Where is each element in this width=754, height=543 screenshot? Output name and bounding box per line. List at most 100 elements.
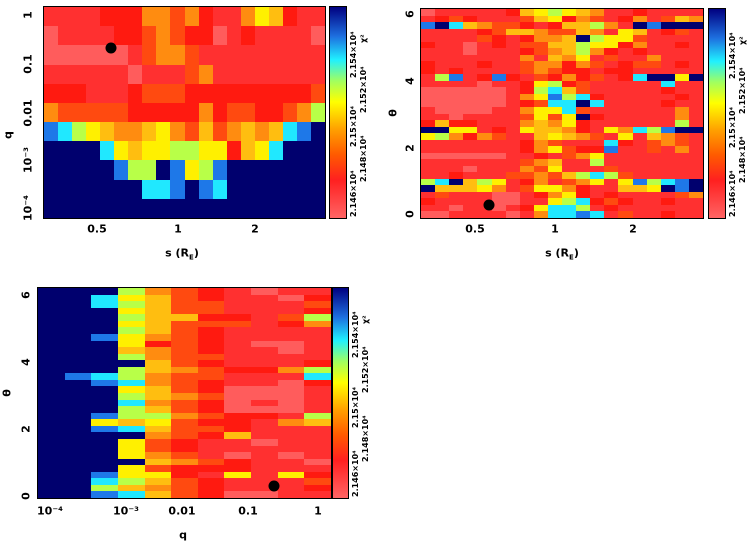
heatmap-cell xyxy=(435,48,450,55)
heatmap-cell xyxy=(491,139,506,147)
heatmap-cell xyxy=(533,93,548,101)
heatmap-cell xyxy=(547,80,562,88)
colorbar-tick-label: 2.154×10⁴ xyxy=(349,31,358,78)
heatmap-cell xyxy=(226,122,241,142)
heatmap-cell xyxy=(117,471,145,479)
heatmap-cell xyxy=(632,48,647,55)
heatmap-cell xyxy=(604,178,619,186)
heatmap-cell xyxy=(277,373,305,380)
heatmap-cell xyxy=(268,102,283,123)
heatmap-cell xyxy=(491,198,506,205)
heatmap-cell xyxy=(618,126,633,134)
heatmap-cell xyxy=(86,179,101,199)
heatmap-cell xyxy=(184,7,199,27)
heatmap-cell xyxy=(170,198,185,218)
heatmap-cell xyxy=(251,307,278,315)
heatmap-cell xyxy=(449,133,464,140)
heatmap-cell xyxy=(170,141,185,161)
heatmap-cell xyxy=(449,35,464,42)
heatmap-cell xyxy=(212,64,227,84)
heatmap-cell xyxy=(184,198,199,218)
heatmap-cell xyxy=(660,54,675,62)
heatmap-cell xyxy=(171,360,198,367)
heatmap-cell xyxy=(212,45,227,65)
heatmap-cell xyxy=(144,333,172,341)
heatmap-cell xyxy=(38,406,65,413)
heatmap-cell xyxy=(576,87,591,94)
heatmap-cell xyxy=(491,126,506,134)
heatmap-cell xyxy=(576,67,591,75)
heatmap-cell xyxy=(304,320,331,328)
heatmap-cell xyxy=(296,45,311,65)
heatmap-cell xyxy=(618,120,633,127)
heatmap-cell xyxy=(618,48,633,55)
heatmap-cell xyxy=(533,67,548,75)
heatmap-cell xyxy=(156,198,171,218)
heatmap-cell xyxy=(604,15,619,23)
heatmap-cell xyxy=(449,204,464,212)
heatmap-cell xyxy=(251,412,278,420)
heatmap-cell xyxy=(144,379,172,387)
heatmap-cell xyxy=(505,146,520,153)
heatmap-cell xyxy=(477,106,492,114)
heatmap-cell xyxy=(660,106,675,114)
heatmap-cell xyxy=(463,152,478,160)
heatmap-cell xyxy=(463,22,478,29)
heatmap-cell xyxy=(491,133,506,140)
heatmap-cell xyxy=(688,74,703,81)
heatmap-cell xyxy=(449,22,464,29)
heatmap-cell xyxy=(463,74,478,81)
heatmap-cell xyxy=(519,139,534,147)
heatmap-cell xyxy=(251,353,278,361)
heatmap-cell xyxy=(604,113,619,121)
colorbar-tick-label: 2.152×10⁴ xyxy=(359,65,368,113)
heatmap-cell xyxy=(114,26,129,46)
colorbar xyxy=(329,6,347,219)
heatmap-cell xyxy=(477,22,492,29)
heatmap-cell xyxy=(477,54,492,62)
heatmap-cell xyxy=(435,165,450,173)
heatmap-cell xyxy=(277,353,305,361)
heatmap-cell xyxy=(86,198,101,218)
heatmap-cell xyxy=(38,333,65,341)
heatmap-cell xyxy=(688,204,703,212)
heatmap-cell xyxy=(38,445,65,453)
heatmap-cell xyxy=(226,179,241,199)
heatmap-cell xyxy=(277,320,305,328)
heatmap-cell xyxy=(304,491,331,498)
heatmap-cell xyxy=(463,28,478,36)
heatmap-cell xyxy=(618,191,633,199)
heatmap-cell xyxy=(449,87,464,94)
heatmap-cell xyxy=(197,399,225,407)
heatmap-cell xyxy=(463,165,478,173)
heatmap-cell xyxy=(533,74,548,81)
heatmap-cell xyxy=(688,35,703,42)
heatmap-cell xyxy=(576,126,591,134)
heatmap-cell xyxy=(171,353,198,361)
heatmap-cell xyxy=(632,22,647,29)
heatmap-cell xyxy=(282,179,297,199)
x-tick-label: 0.1 xyxy=(238,504,258,518)
heatmap-cell xyxy=(128,102,143,123)
heatmap-cell xyxy=(646,191,661,199)
heatmap-cell xyxy=(618,172,633,179)
heatmap-cell xyxy=(251,373,278,380)
heatmap-cell xyxy=(100,160,115,180)
heatmap-cell xyxy=(44,102,59,123)
heatmap-cell xyxy=(226,45,241,65)
heatmap-cell xyxy=(44,198,59,218)
heatmap-cell xyxy=(576,22,591,29)
heatmap-cell xyxy=(91,288,118,295)
heatmap-cell xyxy=(660,28,675,36)
heatmap-cell xyxy=(224,301,252,308)
heatmap-cell xyxy=(240,7,255,27)
heatmap-cell xyxy=(224,347,252,354)
heatmap-cell xyxy=(562,67,577,75)
heatmap-cell xyxy=(310,45,325,65)
heatmap-cell xyxy=(251,327,278,334)
heatmap-cell xyxy=(491,178,506,186)
heatmap-cell xyxy=(64,373,92,380)
heatmap-cell xyxy=(100,64,115,84)
heatmap-cell xyxy=(114,45,129,65)
heatmap-cell xyxy=(547,172,562,179)
